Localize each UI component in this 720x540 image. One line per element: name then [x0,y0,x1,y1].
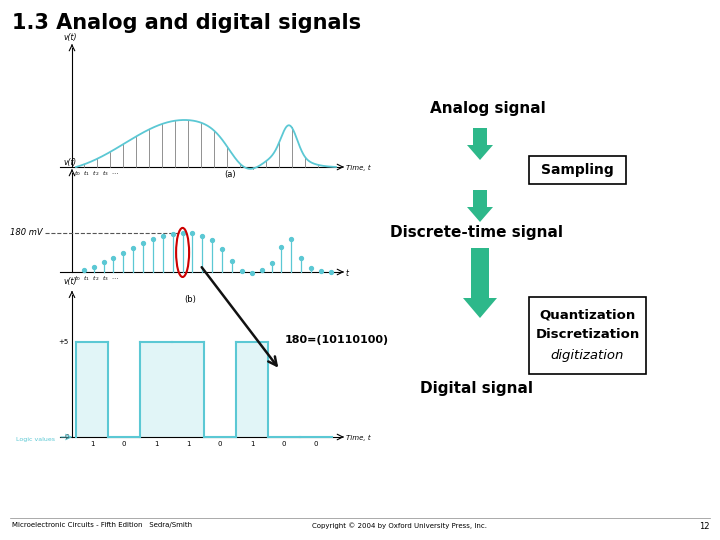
Text: $t_0$  $t_1$  $t_2$  $t_3$  $\cdots$: $t_0$ $t_1$ $t_2$ $t_3$ $\cdots$ [74,274,119,283]
Polygon shape [467,128,493,160]
Text: (a): (a) [224,170,236,179]
Text: Logic values: Logic values [16,436,55,442]
Text: Copyright © 2004 by Oxford University Press, Inc.: Copyright © 2004 by Oxford University Pr… [312,522,487,529]
Bar [172,342,204,437]
Text: digitization: digitization [551,348,624,361]
Text: Quantization: Quantization [539,308,636,321]
Text: Microelectronic Circuits - Fifth Edition   Sedra/Smith: Microelectronic Circuits - Fifth Edition… [12,522,192,528]
Text: Digital signal: Digital signal [420,381,533,395]
Text: v(t): v(t) [63,277,77,286]
Text: Analog signal: Analog signal [430,100,546,116]
Text: 180=(10110100): 180=(10110100) [285,335,389,345]
Text: 1: 1 [90,441,94,447]
Polygon shape [467,190,493,222]
FancyBboxPatch shape [529,156,626,184]
Text: 1: 1 [250,441,254,447]
Bar [76,342,108,437]
Text: 0: 0 [282,441,287,447]
Text: Discrete-time signal: Discrete-time signal [390,225,563,240]
Text: 0: 0 [217,441,222,447]
Text: t: t [346,268,349,278]
Polygon shape [463,248,497,318]
Text: (b): (b) [184,295,196,304]
Text: Sampling: Sampling [541,163,614,177]
Text: 0: 0 [122,441,126,447]
Text: v(t): v(t) [63,33,77,42]
Text: 0: 0 [65,434,69,440]
Text: 180 mV: 180 mV [10,228,43,238]
Bar [236,342,268,437]
Text: 1: 1 [186,441,190,447]
Text: 1: 1 [154,441,158,447]
Text: +5: +5 [59,339,69,345]
FancyBboxPatch shape [529,296,646,374]
Text: 1.3 Analog and digital signals: 1.3 Analog and digital signals [12,13,361,33]
Text: Time, t: Time, t [346,435,371,441]
Text: $t_0$  $t_1$  $t_2$  $t_3$  $\cdots$: $t_0$ $t_1$ $t_2$ $t_3$ $\cdots$ [74,169,119,178]
Bar [140,342,172,437]
Text: 0: 0 [314,441,318,447]
Text: 12: 12 [700,522,710,531]
Text: Time, t: Time, t [346,165,371,171]
Text: Discretization: Discretization [536,328,639,341]
Text: v(f): v(f) [63,158,76,167]
